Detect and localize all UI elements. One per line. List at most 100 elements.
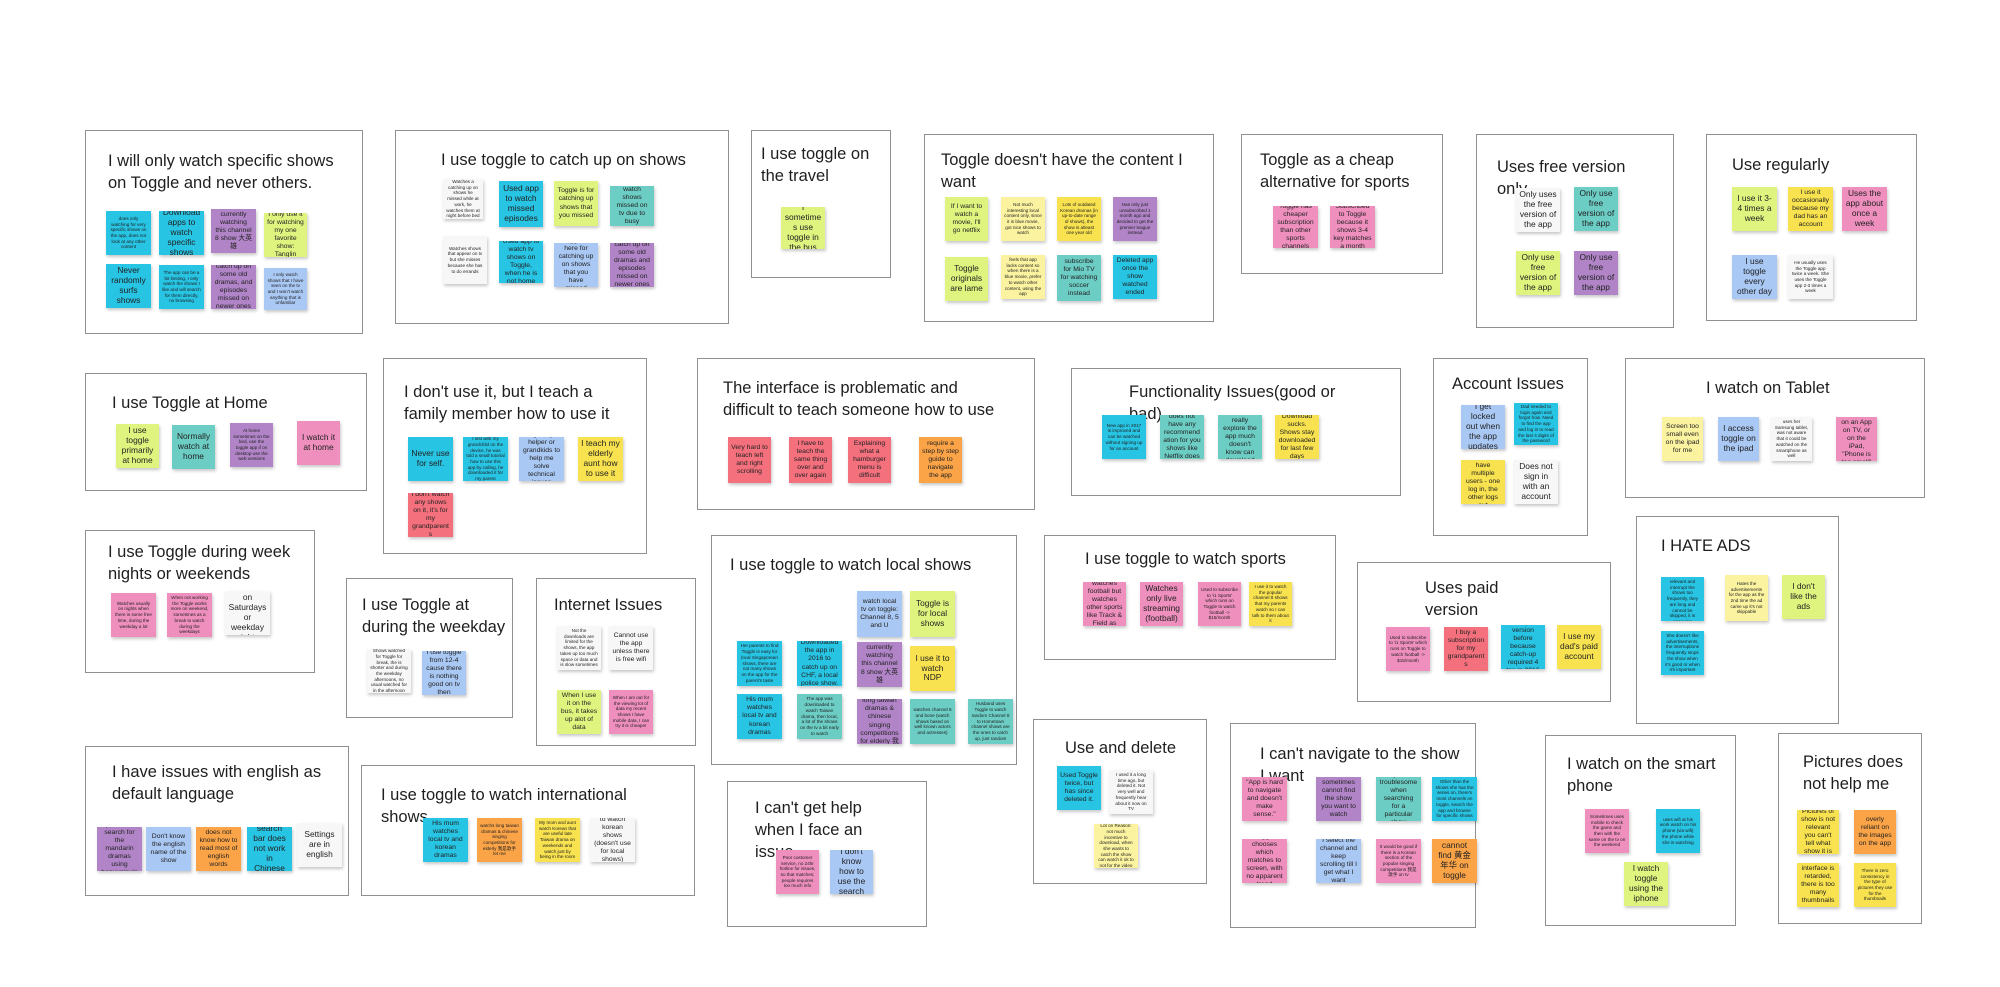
sticky-note[interactable]: His mum watches local tv and korean dram… <box>737 694 782 739</box>
sticky-note[interactable]: Settings are in english <box>297 823 342 867</box>
sticky-note[interactable]: currently watching this channel 8 show 大… <box>211 209 256 253</box>
sticky-note[interactable]: When not working the Toggle works more o… <box>167 593 212 637</box>
sticky-note[interactable]: I access toggle on the ipad <box>1718 417 1759 461</box>
cluster-ads[interactable]: I HATE ADS Ads are often not relevant and… <box>1636 516 1839 724</box>
sticky-note[interactable]: I use it to watch the popular channel 8 … <box>1249 582 1292 626</box>
sticky-note[interactable]: I don't like the ads <box>1782 575 1825 619</box>
sticky-note[interactable]: Watches usually on nights when there is … <box>111 593 156 637</box>
cluster-sports[interactable]: I use toggle to watch sports Mainly watch… <box>1044 535 1336 660</box>
sticky-note[interactable]: I use Toggle to watch korean shows (does… <box>590 818 635 862</box>
sticky-note[interactable]: does not know how to read most of englis… <box>196 827 241 871</box>
sticky-note[interactable]: watches channel 8 and bone (watch shows … <box>910 699 955 744</box>
sticky-note[interactable]: At home sometimes on the bed, use the to… <box>230 423 273 467</box>
sticky-note[interactable]: Used app to watch tv shows on Toggle, wh… <box>499 241 543 283</box>
sticky-note[interactable]: I use my dad's paid account <box>1557 625 1601 669</box>
sticky-note[interactable]: does only watching for very specific sho… <box>106 211 151 255</box>
sticky-note[interactable]: I lost with my grandchild on the device,… <box>463 437 508 481</box>
sticky-note[interactable]: I use it occasionally because my dad has… <box>1788 187 1833 231</box>
sticky-note[interactable]: Has only just unsubscribed 1 month ago a… <box>1113 197 1157 241</box>
sticky-note[interactable]: Did not really explore the app much does… <box>1218 415 1262 459</box>
sticky-note[interactable]: His mum watches local tv and korean dram… <box>423 818 468 862</box>
sticky-note[interactable]: Download sucks. Shows stay downloaded fo… <box>1275 415 1319 459</box>
sticky-note[interactable]: Toggle has cheaper subscription than oth… <box>1273 206 1318 248</box>
sticky-note[interactable]: feels that app lacks content so when the… <box>1001 255 1045 299</box>
sticky-note[interactable]: uses wifi at his work watch on his phone… <box>1656 809 1700 853</box>
sticky-note[interactable]: Only use free version of the app <box>1574 251 1618 295</box>
sticky-note[interactable]: Explaining what a hamburger menu is diff… <box>848 437 891 483</box>
sticky-note[interactable]: When I use it on the bus, it takes up al… <box>557 690 601 734</box>
cluster-functionality[interactable]: Functionality Issues(good or bad) New app… <box>1071 368 1401 496</box>
sticky-note[interactable]: I watch it at home <box>297 421 340 465</box>
sticky-note[interactable]: Pictures of show is not relevant you can… <box>1797 810 1839 854</box>
cluster-navigate[interactable]: I can't navigate to the show I want "App … <box>1230 723 1477 928</box>
cluster-regularly[interactable]: Use regularly I use it 3-4 times a week I … <box>1706 134 1917 321</box>
cluster-specific-shows[interactable]: I will only watch specific shows on Togg… <box>85 130 363 334</box>
sticky-note[interactable]: Watches on Saturdays or weekday nights <box>225 591 270 635</box>
cluster-tablet[interactable]: I watch on Tablet Screen too small even o… <box>1625 358 1925 498</box>
sticky-note[interactable]: There is zero consistency in the type of… <box>1854 863 1896 907</box>
sticky-note[interactable]: You can't have multiple users - one log … <box>1461 460 1505 504</box>
sticky-note[interactable]: Used paid version before because catch-u… <box>1501 625 1545 669</box>
sticky-note[interactable]: Poor customer service, no 24hr hotline f… <box>776 850 819 894</box>
sticky-note[interactable]: Only use free version of the app <box>1516 251 1560 295</box>
sticky-note[interactable]: Only uses the free version of the app <box>1516 188 1560 232</box>
sticky-note[interactable]: search bar does not work in Chinese <box>247 827 292 871</box>
sticky-note[interactable]: used to watch shows missed on tv due to … <box>610 186 654 226</box>
sticky-note[interactable]: Downloaded the app in 2016 to catch up o… <box>797 641 842 686</box>
sticky-note[interactable]: you can't search for the mandarin dramas… <box>97 827 142 871</box>
sticky-note[interactable]: Husband uses Toggle to watch random Chan… <box>968 699 1013 744</box>
sticky-note[interactable]: Lots of outdated Korean dramas (in up-to… <box>1057 197 1101 241</box>
cluster-cheap-sports[interactable]: Toggle as a cheap alternative for sports… <box>1241 134 1443 274</box>
sticky-note[interactable]: does not have any recommendation for you… <box>1160 415 1204 459</box>
cluster-content[interactable]: Toggle doesn't have the content I want If… <box>924 134 1214 322</box>
sticky-note[interactable]: I select the channel and keep scrolling … <box>1316 839 1361 883</box>
sticky-note[interactable]: Lot on Reason: not much incentive to dow… <box>1094 824 1138 868</box>
sticky-note[interactable]: cannot find 黄金年华 on toggle <box>1432 839 1477 883</box>
sticky-note[interactable]: My mom and aunt watch Korean that are us… <box>535 818 580 862</box>
sticky-note[interactable]: Toggle chooses which matches to screen, … <box>1242 839 1287 883</box>
sticky-note[interactable]: Watches on an App on TV, or on the iPad,… <box>1836 417 1877 461</box>
cluster-local-shows[interactable]: I use toggle to watch local shows watch l… <box>711 535 1017 765</box>
sticky-note[interactable]: currently watching this channel 8 show 大… <box>857 642 902 687</box>
sticky-note[interactable]: watchs long taiwan dramas & chinese sing… <box>477 818 522 862</box>
sticky-note[interactable]: Uses the app about once a week <box>1842 187 1887 231</box>
sticky-note[interactable]: Used app to watch missed episodes <box>499 181 543 227</box>
sticky-note[interactable]: Cannot use the app unless there is free … <box>609 626 653 670</box>
sticky-note[interactable]: She doesn't like advertisements, the int… <box>1661 631 1704 675</box>
sticky-note[interactable]: It would be good if there is a Korean se… <box>1376 839 1421 883</box>
sticky-note[interactable]: Toggle is for local shows <box>910 591 955 637</box>
sticky-note[interactable]: catch up on some old dramas and episodes… <box>610 243 654 287</box>
cluster-teach[interactable]: I don't use it, but I teach a family mem… <box>383 358 647 554</box>
sticky-note[interactable]: uses her Samsung tablet, was not aware t… <box>1771 417 1812 461</box>
cluster-no-help[interactable]: I can't get help when I face an issue Poo… <box>727 781 927 927</box>
sticky-note[interactable]: overly reliant on the images on the app <box>1854 810 1896 854</box>
sticky-note[interactable]: I use it 3-4 times a week <box>1732 187 1777 231</box>
sticky-note[interactable]: He usually uses the Toggle app twice a w… <box>1788 255 1833 299</box>
sticky-note[interactable]: I teach my elderly aunt how to use it <box>578 437 623 481</box>
sticky-note[interactable]: I get locked out when the app updates <box>1461 405 1505 449</box>
sticky-note[interactable]: I watch toggle using the iphone <box>1624 862 1668 906</box>
sticky-note[interactable]: Subscribed to Toggle because it shows 3-… <box>1330 206 1375 248</box>
sticky-note[interactable]: Normally watch at home <box>172 425 215 469</box>
sticky-note[interactable]: I use toggle from 12-4 cause there is no… <box>422 651 466 695</box>
sticky-note[interactable]: I sometimes use toggle in the bus <box>781 207 825 249</box>
sticky-note[interactable]: Quite troublesome when searching for a p… <box>1376 777 1421 821</box>
cluster-catch-up[interactable]: I use toggle to catch up on shows Watches… <box>395 130 729 324</box>
sticky-note[interactable]: catch up on some old dramas, and episode… <box>211 265 256 309</box>
sticky-note[interactable]: require a step by step guide to navigate… <box>919 437 962 483</box>
sticky-note[interactable]: Toggle is for catching up shows that you… <box>554 181 598 226</box>
sticky-note[interactable]: Very hard to teach left and right scroll… <box>728 437 771 483</box>
sticky-note[interactable]: I buy a subscription for my grandparents <box>1444 627 1488 671</box>
cluster-paid-version[interactable]: Uses paid version Used to subscribe to 'i… <box>1357 562 1611 702</box>
sticky-note[interactable]: Not the downloads are limited for the sh… <box>557 626 601 670</box>
cluster-account[interactable]: Account Issues I get locked out when the … <box>1433 358 1588 536</box>
sticky-note[interactable]: If I want to watch a movie, I'll go netf… <box>945 197 988 241</box>
sticky-note[interactable]: Other than the shows she has the series … <box>1432 777 1477 821</box>
sticky-note[interactable]: "App is hard to navigate and doesn't mak… <box>1242 777 1287 821</box>
sticky-note[interactable]: Screen too small even on the ipad for me <box>1662 417 1703 461</box>
cluster-use-delete[interactable]: Use and delete Used Toggle twice, but has… <box>1033 719 1207 884</box>
sticky-note[interactable]: When I am out for the viewing lot of dat… <box>609 690 653 734</box>
sticky-note[interactable]: Dad needed to login again and forgot how… <box>1514 403 1558 445</box>
sticky-note[interactable]: Toggle originals are lame <box>945 257 988 301</box>
cluster-free-version[interactable]: Uses free version only Only uses the free… <box>1476 134 1674 328</box>
